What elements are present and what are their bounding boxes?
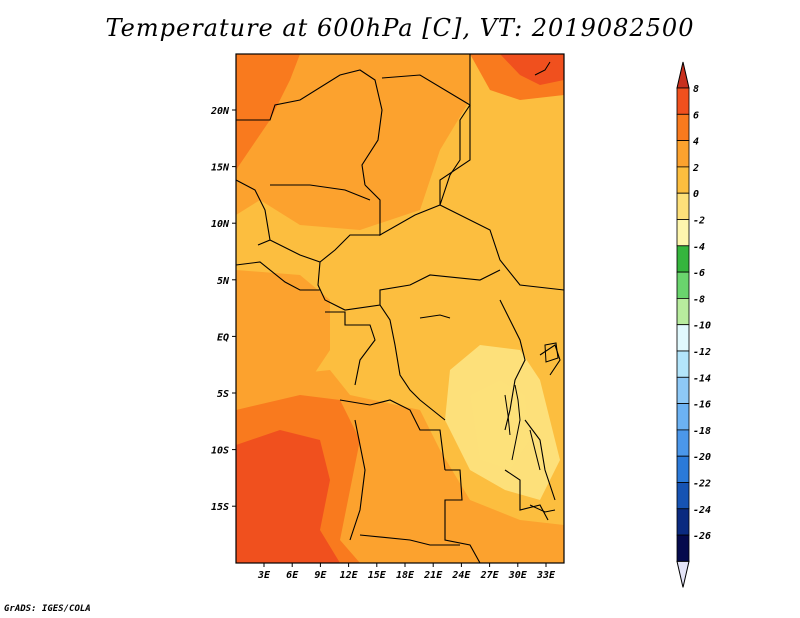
colorbar-label: -24 bbox=[693, 505, 711, 516]
colorbar-label: 2 bbox=[692, 163, 699, 174]
temp-zone-northwest-4to6 bbox=[236, 54, 300, 170]
temp-zone-gulf-2to4 bbox=[236, 270, 330, 390]
colorbar-label: -4 bbox=[693, 242, 705, 253]
colorbar-label: 6 bbox=[693, 110, 699, 121]
colorbar-label: -12 bbox=[693, 347, 711, 358]
temp-zone-southwest-6to8 bbox=[236, 430, 340, 563]
longitude-axis: 3E 6E 9E 12E 15E 18E 21E 24E 27E 30E 33E bbox=[257, 563, 556, 581]
colorbar-label: -16 bbox=[693, 400, 711, 411]
lon-label: 15E bbox=[368, 570, 387, 581]
lat-label: 15S bbox=[211, 502, 229, 513]
colorbar-box bbox=[676, 140, 690, 168]
lon-label: 30E bbox=[508, 570, 528, 581]
colorbar-label: -22 bbox=[693, 479, 711, 490]
lon-label: 6E bbox=[286, 570, 299, 581]
colorbar-label: -20 bbox=[693, 452, 711, 463]
colorbar-label: -26 bbox=[693, 531, 711, 542]
colorbar-bottom-arrow bbox=[676, 560, 690, 588]
lon-label: 21E bbox=[423, 570, 443, 581]
colorbar-label: -6 bbox=[693, 268, 705, 279]
colorbar-label: -10 bbox=[693, 321, 711, 332]
colorbar-box bbox=[676, 271, 690, 299]
lat-label: 5S bbox=[217, 389, 229, 400]
colorbar-box bbox=[676, 455, 690, 483]
colorbar-box bbox=[676, 113, 690, 142]
colorbar-box bbox=[676, 166, 690, 194]
colorbar-box bbox=[676, 482, 690, 510]
colorbar-label: 4 bbox=[693, 137, 699, 148]
lat-label: 10N bbox=[211, 219, 230, 230]
colorbar-box bbox=[676, 324, 690, 352]
lon-label: 12E bbox=[340, 570, 359, 581]
temp-zone-north-2to4 bbox=[236, 54, 470, 230]
colorbar-label: -8 bbox=[693, 294, 705, 305]
lat-label: 5N bbox=[217, 276, 230, 287]
colorbar-label: 8 bbox=[693, 84, 699, 95]
lon-label: 3E bbox=[257, 570, 271, 581]
colorbar-label: -14 bbox=[693, 373, 711, 384]
colorbar: 8 6 4 2 0 -2 -4 -6 -8 -10 -12 -14 -16 -18 -20 -22 -24 -26 bbox=[676, 61, 711, 588]
lake-outlines bbox=[419, 61, 559, 513]
colorbar-box bbox=[676, 376, 690, 404]
colorbar-label: -2 bbox=[693, 216, 705, 227]
temp-zone-northeast-6to8 bbox=[500, 54, 564, 85]
colorbar-box bbox=[676, 245, 690, 273]
lon-label: 27E bbox=[480, 570, 500, 581]
lon-label: 24E bbox=[451, 570, 471, 581]
lon-label: 18E bbox=[396, 570, 415, 581]
lon-label: 9E bbox=[314, 570, 327, 581]
colorbar-box bbox=[676, 87, 690, 115]
lon-label: 33E bbox=[536, 570, 556, 581]
lat-label: 15N bbox=[211, 163, 230, 174]
lat-label: 20N bbox=[210, 106, 230, 117]
colorbar-box bbox=[676, 429, 690, 457]
lat-label: 10S bbox=[211, 446, 229, 457]
colorbar-top-arrow bbox=[676, 61, 690, 89]
colorbar-box bbox=[676, 534, 690, 562]
colorbar-box bbox=[676, 403, 690, 431]
lat-label: EQ bbox=[217, 332, 229, 343]
map-title: Temperature at 600hPa [C], VT: 201908250… bbox=[105, 14, 695, 42]
map-frame bbox=[235, 53, 565, 564]
colorbar-box bbox=[676, 350, 690, 378]
colorbar-box bbox=[676, 297, 690, 326]
colorbar-label: 0 bbox=[693, 189, 699, 200]
colorbar-label: -18 bbox=[693, 426, 711, 437]
colorbar-box bbox=[676, 508, 690, 536]
colorbar-box bbox=[676, 219, 690, 247]
country-borders bbox=[235, 54, 565, 564]
latitude-axis: 20N 15N 10N 5N EQ 5S 10S 15S bbox=[210, 106, 236, 513]
grads-credit: GrADS: IGES/COLA bbox=[4, 604, 91, 614]
colorbar-box bbox=[676, 192, 690, 220]
